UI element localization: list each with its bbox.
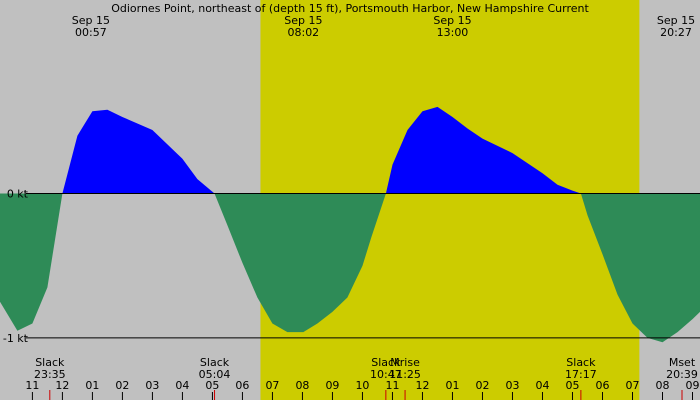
hour-tick-label-4: 03 [145, 379, 159, 392]
hour-tick-label-20: 07 [625, 379, 639, 392]
chart-title: Odiornes Point, northeast of (depth 15 f… [111, 2, 589, 15]
event-name-label-0: Slack [35, 356, 65, 369]
event-time-label-2: 10:47 [370, 368, 402, 381]
event-time-label-0: 23:35 [34, 368, 66, 381]
hour-tick-label-9: 08 [295, 379, 309, 392]
y-axis-label-0: 0 kt [7, 188, 29, 201]
ebb-area-0 [0, 193, 63, 331]
ebb-area-2 [214, 193, 386, 333]
hour-tick-label-12: 11 [385, 379, 399, 392]
hour-tick-label-13: 12 [415, 379, 429, 392]
top-date-label-1: Sep 15 [284, 14, 322, 27]
event-name-label-5: Mset [669, 356, 696, 369]
hour-tick-label-0: 11 [25, 379, 39, 392]
flood-area-1 [62, 109, 215, 194]
flood-area-3 [385, 106, 581, 194]
event-time-label-1: 05:04 [199, 368, 231, 381]
event-name-label-3: Mrise [390, 356, 420, 369]
hour-tick-label-7: 06 [235, 379, 249, 392]
event-name-label-4: Slack [566, 356, 596, 369]
hour-tick-label-1: 12 [55, 379, 69, 392]
hour-tick-label-22: 09 [685, 379, 699, 392]
event-time-label-4: 17:17 [565, 368, 597, 381]
top-time-label-0: 00:57 [75, 26, 107, 39]
reference-lines-layer [26, 193, 700, 400]
hour-tick-label-15: 02 [475, 379, 489, 392]
hour-tick-label-17: 04 [535, 379, 549, 392]
hour-tick-label-11: 10 [355, 379, 369, 392]
top-time-label-2: 13:00 [437, 26, 469, 39]
top-date-label-2: Sep 15 [433, 14, 471, 27]
hour-tick-label-14: 01 [445, 379, 459, 392]
hour-tick-label-16: 03 [505, 379, 519, 392]
top-date-label-3: Sep 15 [657, 14, 695, 27]
hour-tick-label-2: 01 [85, 379, 99, 392]
hour-tick-label-10: 09 [325, 379, 339, 392]
event-name-label-1: Slack [200, 356, 230, 369]
hour-tick-label-21: 08 [655, 379, 669, 392]
event-name-label-2: Slack [371, 356, 401, 369]
current-area-layer [0, 106, 700, 343]
labels-layer: Odiornes Point, northeast of (depth 15 f… [3, 2, 700, 392]
event-time-label-3: 11:25 [389, 368, 421, 381]
top-date-label-0: Sep 15 [72, 14, 110, 27]
top-time-label-3: 20:27 [660, 26, 692, 39]
top-time-label-1: 08:02 [287, 26, 319, 39]
hour-tick-label-5: 04 [175, 379, 189, 392]
event-time-label-5: 20:39 [666, 368, 698, 381]
y-axis-label-1: -1 kt [3, 332, 29, 345]
hour-tick-label-18: 05 [565, 379, 579, 392]
hour-tick-label-3: 02 [115, 379, 129, 392]
hour-tick-label-8: 07 [265, 379, 279, 392]
hour-tick-label-6: 05 [205, 379, 219, 392]
hour-tick-label-19: 06 [595, 379, 609, 392]
ebb-area-4 [580, 193, 700, 343]
